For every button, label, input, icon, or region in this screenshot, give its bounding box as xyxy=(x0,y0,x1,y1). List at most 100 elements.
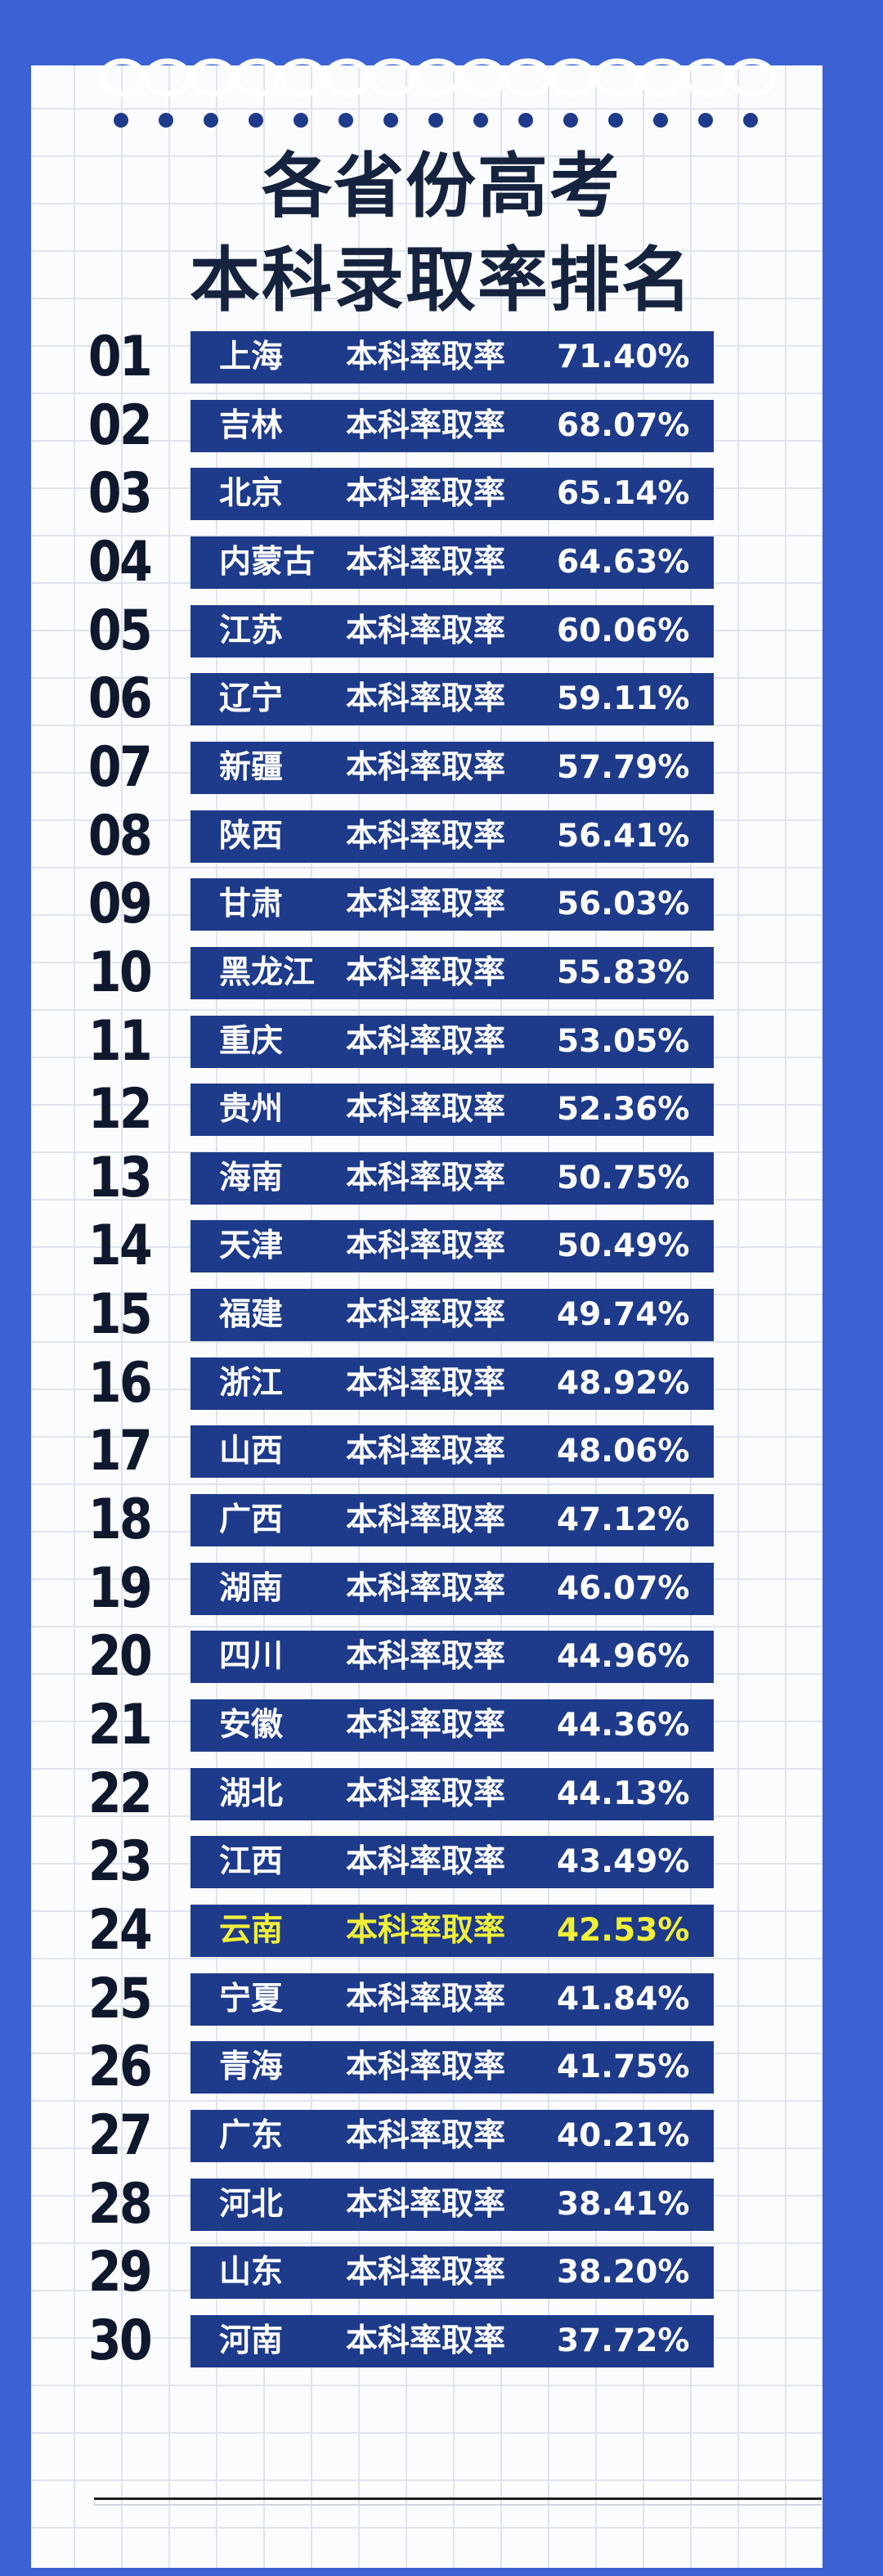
rate-value: 57.79% xyxy=(557,748,690,786)
binding-hole xyxy=(249,113,263,128)
ranking-row: 02 吉林 本科率取率 68.07% xyxy=(0,396,883,455)
rate-bar: 湖北 本科率取率 44.13% xyxy=(190,1767,714,1820)
rate-bar: 安徽 本科率取率 44.36% xyxy=(190,1699,714,1752)
rank-number: 10 xyxy=(87,940,153,1005)
rate-value: 42.53% xyxy=(557,1911,690,1949)
rank-number: 13 xyxy=(87,1145,153,1210)
rate-bar: 湖南 本科率取率 46.07% xyxy=(190,1562,714,1615)
rate-bar: 陕西 本科率取率 56.41% xyxy=(190,810,714,863)
province-name: 山东 xyxy=(219,2254,284,2291)
ranking-row: 05 江苏 本科率取率 60.06% xyxy=(0,601,883,660)
rate-label: 本科率取率 xyxy=(346,1638,506,1676)
rate-bar: 山西 本科率取率 48.06% xyxy=(190,1425,714,1479)
rate-bar: 福建 本科率取率 49.74% xyxy=(190,1289,714,1342)
rate-bar: 山东 本科率取率 38.20% xyxy=(190,2246,714,2300)
rate-label: 本科率取率 xyxy=(346,1775,506,1812)
rate-label: 本科率取率 xyxy=(346,1911,506,1949)
rate-value: 60.06% xyxy=(557,612,690,649)
province-name: 陕西 xyxy=(219,817,284,855)
spiral-ring xyxy=(368,58,417,97)
rate-value: 50.75% xyxy=(557,1159,690,1196)
province-name: 浙江 xyxy=(219,1364,284,1402)
province-name: 贵州 xyxy=(219,1091,284,1129)
province-name: 广东 xyxy=(219,2116,284,2154)
rank-number: 28 xyxy=(87,2171,153,2237)
rate-value: 43.49% xyxy=(557,1843,690,1881)
spiral-ring xyxy=(98,58,147,97)
rate-value: 41.84% xyxy=(557,1980,690,2017)
binding-hole xyxy=(294,113,308,128)
rate-value: 41.75% xyxy=(557,2049,690,2086)
ranking-row: 12 贵州 本科率取率 52.36% xyxy=(0,1080,883,1139)
rank-number: 17 xyxy=(87,1419,153,1484)
binding-hole xyxy=(608,113,623,128)
rate-value: 37.72% xyxy=(557,2322,690,2359)
ranking-row: 18 广西 本科率取率 47.12% xyxy=(0,1491,883,1550)
rate-label: 本科率取率 xyxy=(346,680,506,718)
binding-hole xyxy=(698,113,713,128)
rate-label: 本科率取率 xyxy=(346,1501,506,1539)
rank-number: 29 xyxy=(87,2240,153,2305)
province-name: 湖南 xyxy=(219,1569,284,1607)
binding-hole xyxy=(743,113,758,128)
rate-value: 44.36% xyxy=(557,1707,690,1744)
rank-number: 23 xyxy=(87,1829,153,1895)
binding-hole xyxy=(114,113,128,128)
binding-hole xyxy=(383,113,398,128)
province-name: 江西 xyxy=(219,1843,284,1881)
ranking-row: 10 黑龙江 本科率取率 55.83% xyxy=(0,943,883,1002)
spiral-ring xyxy=(278,58,327,97)
province-name: 海南 xyxy=(219,1159,284,1196)
rank-number: 09 xyxy=(87,872,153,937)
spiral-ring xyxy=(323,58,372,97)
rank-number: 15 xyxy=(87,1282,153,1348)
rank-number: 02 xyxy=(87,393,153,458)
rate-label: 本科率取率 xyxy=(346,748,506,786)
rank-number: 11 xyxy=(87,1008,153,1074)
rate-bar: 海南 本科率取率 50.75% xyxy=(190,1151,714,1205)
spiral-ring xyxy=(458,58,507,97)
rate-value: 47.12% xyxy=(557,1501,690,1539)
rank-number: 30 xyxy=(87,2308,153,2373)
province-name: 黑龙江 xyxy=(219,954,316,991)
rate-label: 本科率取率 xyxy=(346,2254,506,2291)
ranking-row: 20 四川 本科率取率 44.96% xyxy=(0,1627,883,1686)
ranking-row: 04 内蒙古 本科率取率 64.63% xyxy=(0,529,883,595)
rate-label: 本科率取率 xyxy=(346,1707,506,1744)
rate-bar: 江苏 本科率取率 60.06% xyxy=(190,604,714,657)
rate-label: 本科率取率 xyxy=(346,475,506,513)
rate-bar: 辽宁 本科率取率 59.11% xyxy=(190,673,714,726)
rank-number: 18 xyxy=(87,1488,153,1553)
rate-value: 53.05% xyxy=(557,1022,690,1060)
rank-number: 04 xyxy=(87,529,153,595)
province-name: 甘肃 xyxy=(219,886,284,923)
rank-number: 06 xyxy=(87,666,153,732)
rate-bar: 河北 本科率取率 38.41% xyxy=(190,2178,714,2231)
page-title-line2: 本科录取率排名 xyxy=(190,240,693,321)
province-name: 北京 xyxy=(219,475,284,513)
rate-bar: 宁夏 本科率取率 41.84% xyxy=(190,1972,714,2026)
rate-value: 59.11% xyxy=(557,680,690,718)
rate-label: 本科率取率 xyxy=(346,1843,506,1881)
rate-label: 本科率取率 xyxy=(346,2049,506,2086)
rate-value: 65.14% xyxy=(557,475,690,513)
rate-bar: 浙江 本科率取率 48.92% xyxy=(190,1357,714,1410)
rate-bar: 甘肃 本科率取率 56.03% xyxy=(190,878,714,931)
page-title-line1: 各省份高考 xyxy=(262,146,621,227)
rate-label: 本科率取率 xyxy=(346,1227,506,1265)
province-name: 云南 xyxy=(219,1911,284,1949)
spiral-ring xyxy=(413,58,462,97)
ranking-row: 25 宁夏 本科率取率 41.84% xyxy=(0,1969,883,2028)
rate-value: 46.07% xyxy=(557,1569,690,1607)
ranking-row: 16 浙江 本科率取率 48.92% xyxy=(0,1353,883,1412)
ranking-row: 07 新疆 本科率取率 57.79% xyxy=(0,738,883,797)
spiral-ring xyxy=(233,58,282,97)
binding-hole xyxy=(473,113,488,128)
province-name: 湖北 xyxy=(219,1775,284,1812)
rank-number: 19 xyxy=(87,1555,153,1621)
rate-bar: 北京 本科率取率 65.14% xyxy=(190,468,714,521)
rate-value: 38.41% xyxy=(557,2185,690,2223)
province-name: 上海 xyxy=(219,339,284,375)
province-name: 内蒙古 xyxy=(219,543,316,581)
rate-value: 56.41% xyxy=(557,817,690,855)
